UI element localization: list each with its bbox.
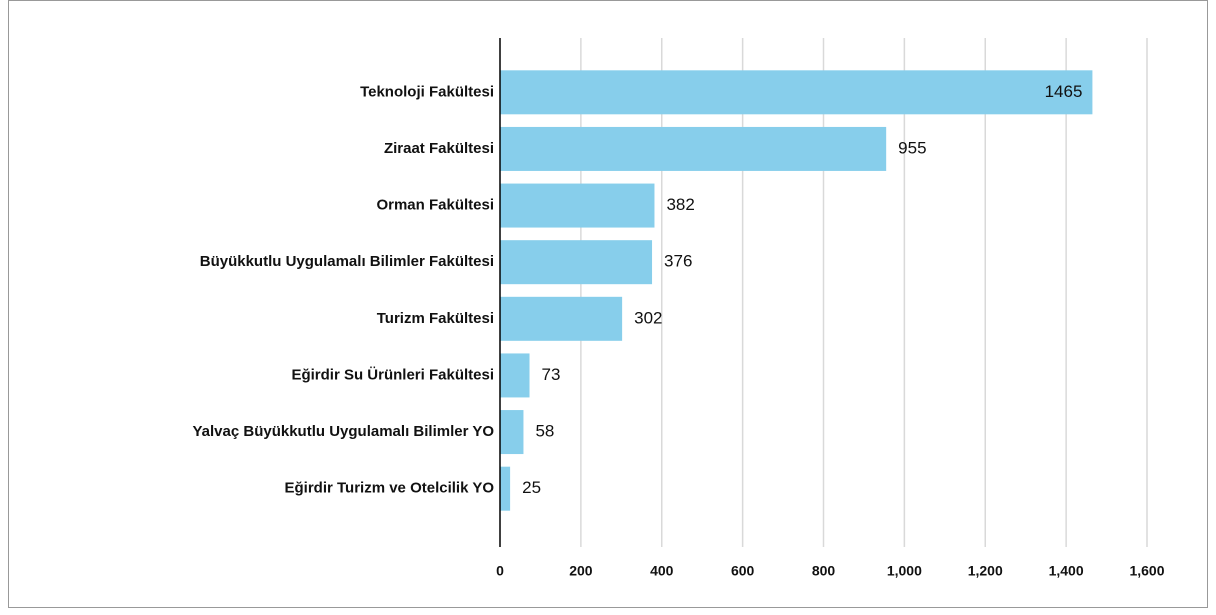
value-label: 376 xyxy=(664,252,692,271)
category-label: Eğirdir Su Ürünleri Fakültesi xyxy=(291,366,494,383)
x-tick-label: 0 xyxy=(496,563,504,579)
category-label: Ziraat Fakültesi xyxy=(384,140,494,157)
value-label: 302 xyxy=(634,308,662,327)
category-label: Orman Fakültesi xyxy=(376,197,494,214)
category-label: Büyükkutlu Uygulamalı Bilimler Fakültesi xyxy=(200,253,494,270)
bar xyxy=(500,353,530,398)
category-label: Teknoloji Fakültesi xyxy=(360,83,494,100)
x-tick-label: 800 xyxy=(812,563,836,579)
bar xyxy=(500,410,524,455)
bar xyxy=(500,466,511,511)
frame xyxy=(8,0,1208,608)
x-tick-label: 1,000 xyxy=(887,563,922,579)
value-label: 25 xyxy=(522,478,541,497)
x-tick-label: 400 xyxy=(650,563,674,579)
bar xyxy=(500,296,623,341)
value-label: 73 xyxy=(542,365,561,384)
x-tick-label: 600 xyxy=(731,563,755,579)
value-label: 1465 xyxy=(1045,82,1083,101)
bar xyxy=(500,70,1093,115)
x-tick-label: 200 xyxy=(569,563,593,579)
value-label: 955 xyxy=(898,138,926,157)
category-label: Yalvaç Büyükkutlu Uygulamalı Bilimler YO xyxy=(192,423,494,440)
bar xyxy=(500,240,653,285)
x-tick-label: 1,200 xyxy=(968,563,1003,579)
bar xyxy=(500,126,887,171)
value-label: 58 xyxy=(535,422,554,441)
value-label: 382 xyxy=(666,195,694,214)
category-label: Eğirdir Turizm ve Otelcilik YO xyxy=(284,480,494,497)
category-label: Turizm Fakültesi xyxy=(377,310,494,327)
x-tick-label: 1,600 xyxy=(1129,563,1164,579)
x-tick-label: 1,400 xyxy=(1049,563,1084,579)
bar xyxy=(500,183,655,228)
